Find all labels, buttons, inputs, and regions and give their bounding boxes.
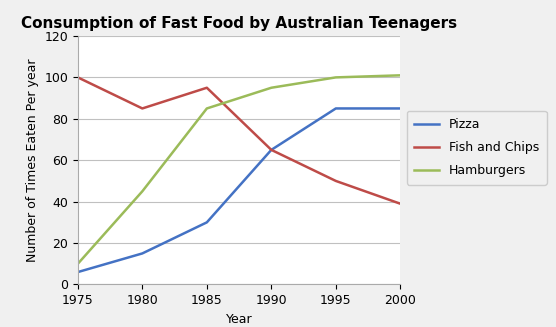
Hamburgers (203, 107, 210, 111)
Fish and Chips (203, 86, 210, 90)
Hamburgers (268, 86, 275, 90)
Fish and Chips (75, 76, 81, 79)
Hamburgers (332, 76, 339, 79)
Pizza (203, 220, 210, 224)
Hamburgers (397, 73, 404, 77)
Legend: Pizza, Fish and Chips, Hamburgers: Pizza, Fish and Chips, Hamburgers (406, 111, 547, 185)
Pizza (75, 270, 81, 274)
Pizza (397, 107, 404, 111)
Pizza (332, 107, 339, 111)
Pizza (268, 148, 275, 152)
Hamburgers (139, 189, 146, 193)
Line: Fish and Chips: Fish and Chips (78, 77, 400, 204)
Title: Consumption of Fast Food by Australian Teenagers: Consumption of Fast Food by Australian T… (21, 16, 457, 31)
Fish and Chips (139, 107, 146, 111)
Y-axis label: Number of Times Eaten Per year: Number of Times Eaten Per year (26, 59, 39, 262)
Fish and Chips (268, 148, 275, 152)
X-axis label: Year: Year (226, 313, 252, 326)
Fish and Chips (332, 179, 339, 183)
Fish and Chips (397, 202, 404, 206)
Pizza (139, 251, 146, 255)
Line: Pizza: Pizza (78, 109, 400, 272)
Line: Hamburgers: Hamburgers (78, 75, 400, 264)
Hamburgers (75, 262, 81, 266)
